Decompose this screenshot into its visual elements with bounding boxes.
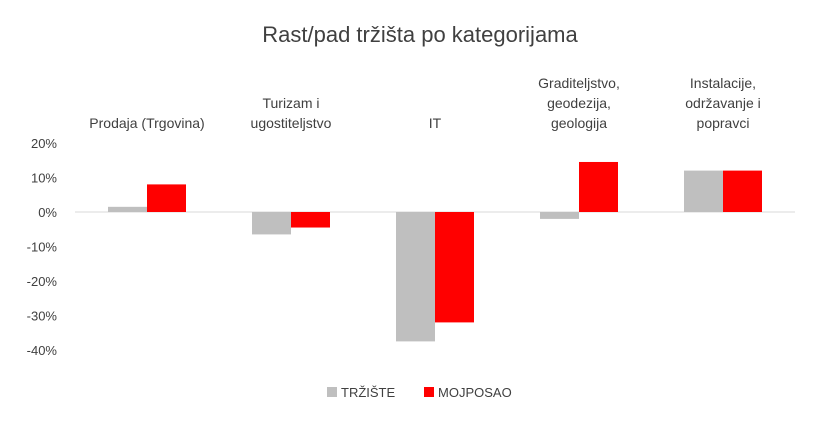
- bar-trziste: [684, 170, 723, 212]
- bar-trziste: [252, 212, 291, 235]
- bar-trziste: [108, 206, 147, 212]
- y-tick-label: 10%: [31, 171, 57, 186]
- bar-trziste: [540, 212, 579, 219]
- category-label: IT: [429, 115, 442, 131]
- bars-group: [108, 161, 762, 342]
- category-label-line: IT: [429, 115, 442, 131]
- y-tick-label: 20%: [31, 136, 57, 151]
- category-label-line: geodezija,: [547, 95, 611, 111]
- y-tick-label: 0%: [38, 205, 57, 220]
- y-tick-label: -20%: [27, 274, 58, 289]
- legend-swatch: [424, 387, 434, 397]
- category-label: Graditeljstvo, geodezija, geologija: [538, 75, 620, 131]
- legend: TRŽIŠTE MOJPOSAO: [327, 385, 512, 400]
- category-label-line: Graditeljstvo,: [538, 75, 620, 91]
- category-label-line: ugostiteljstvo: [251, 115, 332, 131]
- bar-mojposao: [147, 184, 186, 212]
- bar-mojposao: [723, 170, 762, 212]
- category-label: Turizam i ugostiteljstvo: [251, 95, 332, 131]
- legend-label: MOJPOSAO: [438, 385, 512, 400]
- y-axis-ticks: 20% 10% 0% -10% -20% -30% -40%: [27, 136, 58, 358]
- bar-mojposao: [579, 161, 618, 212]
- y-tick-label: -30%: [27, 309, 58, 324]
- category-label-line: Turizam i: [262, 95, 319, 111]
- category-label-line: geologija: [551, 115, 607, 131]
- chart-title: Rast/pad tržišta po kategorijama: [262, 22, 578, 47]
- bar-mojposao: [435, 212, 474, 323]
- y-tick-label: -10%: [27, 240, 58, 255]
- legend-label: TRŽIŠTE: [341, 385, 395, 400]
- category-label-line: Prodaja (Trgovina): [89, 115, 204, 131]
- bar-trziste: [396, 212, 435, 342]
- category-label-line: popravci: [697, 115, 750, 131]
- category-label-line: održavanje i: [685, 95, 761, 111]
- y-tick-label: -40%: [27, 343, 58, 358]
- category-label: Instalacije, održavanje i popravci: [685, 75, 761, 131]
- legend-swatch: [327, 387, 337, 397]
- category-label: Prodaja (Trgovina): [89, 115, 204, 131]
- bar-mojposao: [291, 212, 330, 228]
- category-labels: Prodaja (Trgovina) Turizam i ugostiteljstv…: [89, 75, 760, 131]
- category-label-line: Instalacije,: [690, 75, 756, 91]
